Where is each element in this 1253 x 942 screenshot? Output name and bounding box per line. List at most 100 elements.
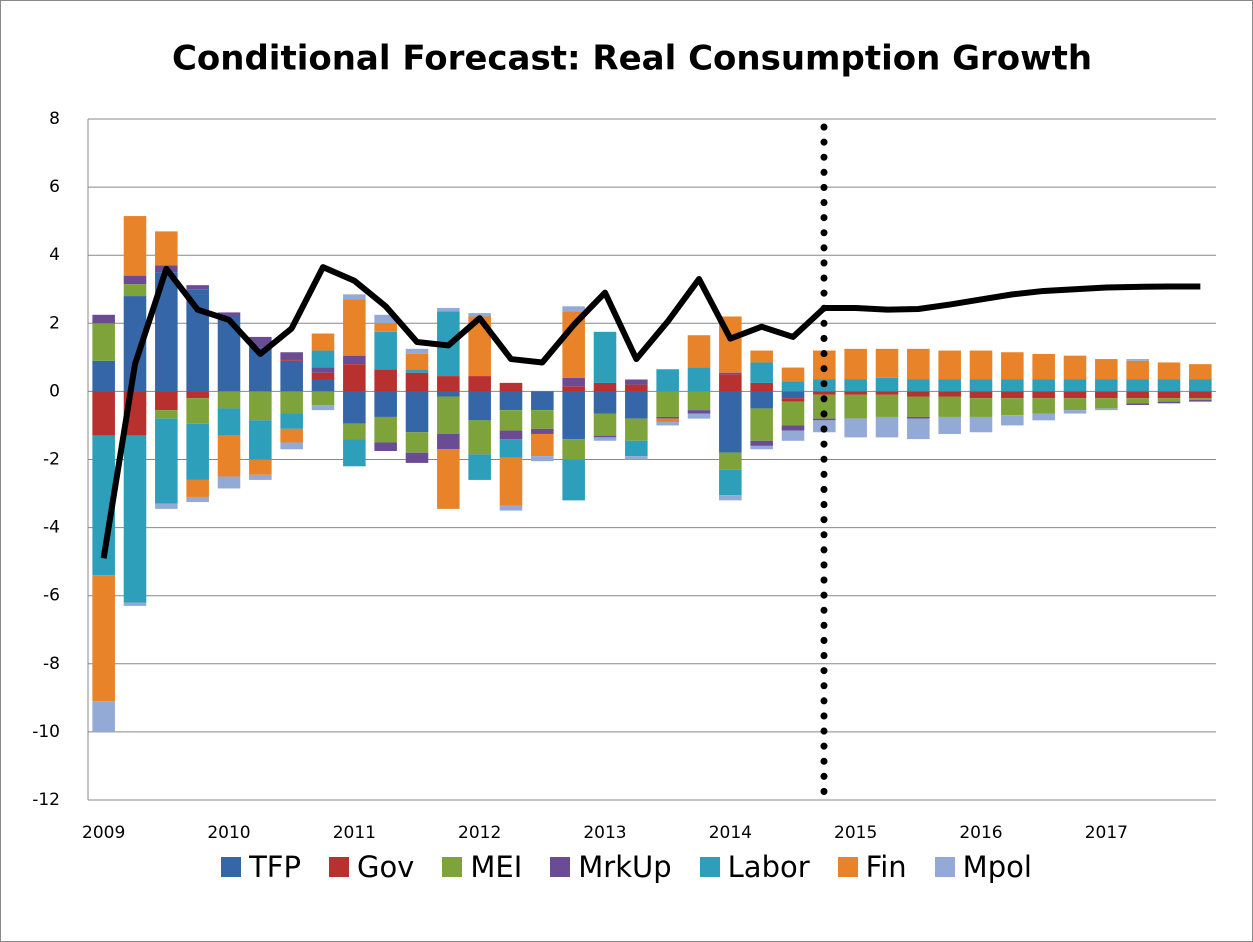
legend-label: TFP	[249, 850, 301, 884]
y-tick-label: -6	[43, 586, 60, 606]
bar-segment	[123, 216, 147, 276]
bar-segment	[311, 367, 335, 373]
bar-segment	[499, 410, 523, 431]
legend-label: Mpol	[962, 850, 1032, 884]
bar-segment	[969, 398, 993, 417]
bar-segment	[499, 439, 523, 458]
bar-segment	[1001, 415, 1024, 426]
bar-segment	[656, 391, 679, 417]
bar-segment	[875, 394, 899, 417]
bar-segment	[562, 386, 585, 392]
bar-segment	[938, 396, 961, 417]
bar-segment	[562, 377, 585, 387]
bar-segment	[374, 314, 397, 324]
bar-segment	[92, 323, 115, 361]
legend-item: MrkUp	[550, 850, 672, 884]
bar-segment	[343, 423, 366, 440]
bar-segment	[405, 369, 429, 373]
legend-swatch	[442, 857, 463, 877]
bar-segment	[750, 445, 773, 450]
bar-segment	[938, 416, 961, 434]
bar-segment	[687, 413, 711, 419]
bar-segment	[719, 495, 742, 501]
bar-segment	[907, 418, 930, 440]
y-tick-label: -10	[32, 722, 60, 742]
bar-segment	[531, 428, 554, 434]
bar-segment	[750, 408, 773, 441]
bar-segment	[531, 456, 554, 462]
bar-segment	[468, 316, 491, 377]
x-tick-label: 2014	[709, 823, 752, 843]
legend-swatch	[837, 857, 858, 877]
bar-segment	[1126, 391, 1149, 399]
bar-segment	[217, 408, 241, 436]
bar-segment	[1126, 360, 1149, 380]
x-tick-label: 2016	[959, 823, 1002, 843]
bar-segment	[405, 353, 429, 370]
bar-segment	[719, 469, 742, 496]
bar-segment	[907, 348, 930, 380]
legend-item: Gov	[328, 850, 414, 884]
bar-segment	[907, 416, 930, 419]
bar-segment	[1063, 410, 1087, 414]
bar-segment	[687, 367, 711, 392]
bar-segment	[781, 398, 805, 402]
legend-item: Mpol	[934, 850, 1032, 884]
bar-segment	[844, 348, 867, 380]
legend-item: TFP	[221, 850, 301, 884]
bar-segment	[656, 422, 679, 426]
bar-segment	[531, 433, 554, 457]
bar-segment	[907, 391, 930, 397]
bar-segment	[468, 420, 491, 455]
bar-segment	[844, 394, 867, 419]
bar-segment	[186, 423, 209, 480]
bar-segment	[280, 391, 303, 414]
bar-segment	[186, 398, 209, 424]
y-tick-label: 6	[49, 177, 60, 197]
legend-swatch	[934, 857, 955, 877]
bar-segment	[687, 410, 711, 414]
bar-segment	[468, 391, 491, 421]
bar-segment	[719, 374, 742, 392]
bar-segment	[625, 379, 648, 385]
bar-segment	[311, 379, 335, 392]
bar-segment	[844, 379, 867, 392]
bar-segment	[1063, 391, 1087, 399]
bar-segment	[343, 364, 366, 392]
bar-segment	[311, 350, 335, 368]
bar-segment	[155, 503, 178, 509]
bar-segment	[123, 296, 147, 392]
legend-label: MEI	[470, 850, 523, 884]
legend-item: Fin	[837, 850, 907, 884]
bar-segment	[907, 396, 930, 417]
bar-segment	[625, 391, 648, 419]
bar-segment	[155, 391, 178, 411]
bar-segment	[656, 369, 679, 392]
bar-segment	[311, 372, 335, 380]
bar-segment	[123, 284, 147, 297]
legend: TFP Gov MEI MrkUp Labor Fin Mpol	[0, 850, 1253, 884]
bar-segment	[813, 391, 836, 395]
bar-segment	[217, 391, 241, 409]
bar-segment	[343, 439, 366, 467]
bar-segment	[593, 382, 617, 392]
bar-segment	[311, 405, 335, 411]
legend-label: Fin	[865, 850, 907, 884]
bar-segment	[969, 391, 993, 399]
bar-segment	[1157, 391, 1181, 399]
bar-segment	[374, 331, 397, 370]
bar-segment	[875, 416, 899, 438]
bar-segment	[1189, 398, 1212, 400]
bar-segment	[1001, 379, 1024, 392]
bar-segment	[374, 391, 397, 417]
bar-segment	[186, 391, 209, 399]
bar-segment	[186, 479, 209, 497]
bar-segment	[1001, 352, 1024, 380]
bar-segment	[499, 457, 523, 506]
x-tick-label: 2012	[458, 823, 501, 843]
bar-segment	[405, 372, 429, 392]
x-tick-label: 2017	[1085, 823, 1128, 843]
bar-segment	[468, 454, 491, 480]
